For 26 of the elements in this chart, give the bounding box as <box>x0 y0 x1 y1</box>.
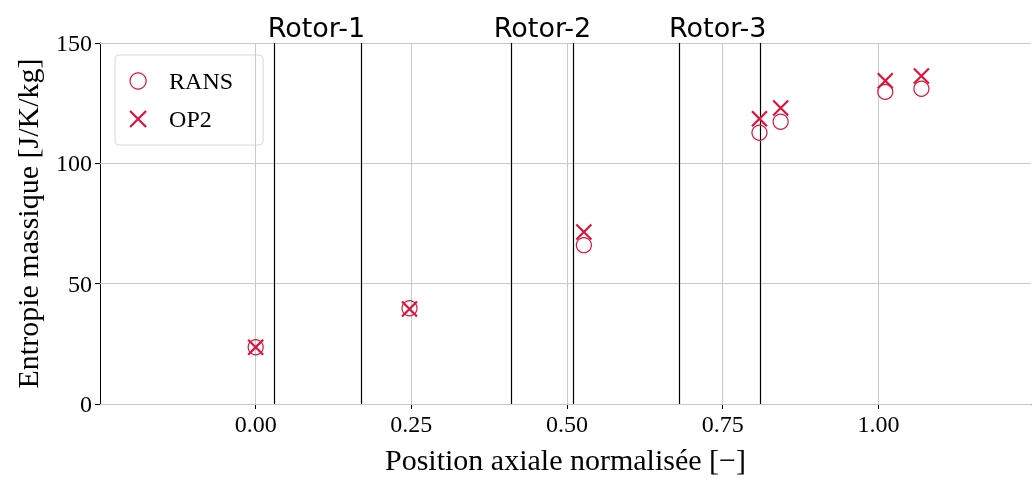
point <box>876 72 894 90</box>
legend-label: OP2 <box>169 106 212 132</box>
x-tick-label: 0.75 <box>701 411 744 437</box>
point <box>772 99 790 117</box>
y-tick-label: 150 <box>56 30 92 56</box>
x-axis-title: Position axiale normalisée [−] <box>385 442 746 476</box>
y-tick-label: 100 <box>56 150 92 177</box>
y-tick-label: 0 <box>80 391 92 417</box>
x-tick-label: 0.50 <box>546 411 589 437</box>
point <box>575 237 592 254</box>
x-tick-label: 0.00 <box>234 411 277 437</box>
legend-label: RANS <box>169 68 234 94</box>
point <box>750 110 769 128</box>
point <box>575 223 593 241</box>
y-tick-label: 50 <box>68 270 92 297</box>
text: Rotor-1 <box>267 12 366 43</box>
y-axis-title: Entropie massique [J/K/kg] <box>10 58 44 389</box>
point <box>751 124 768 141</box>
point <box>877 83 894 100</box>
point <box>913 80 930 97</box>
point <box>772 113 789 130</box>
point <box>912 67 930 85</box>
text: Rotor-3 <box>669 12 767 43</box>
x-tick-label: 1.00 <box>857 411 900 437</box>
x-tick-label: 0.25 <box>390 411 433 437</box>
text: Rotor-2 <box>493 12 592 43</box>
